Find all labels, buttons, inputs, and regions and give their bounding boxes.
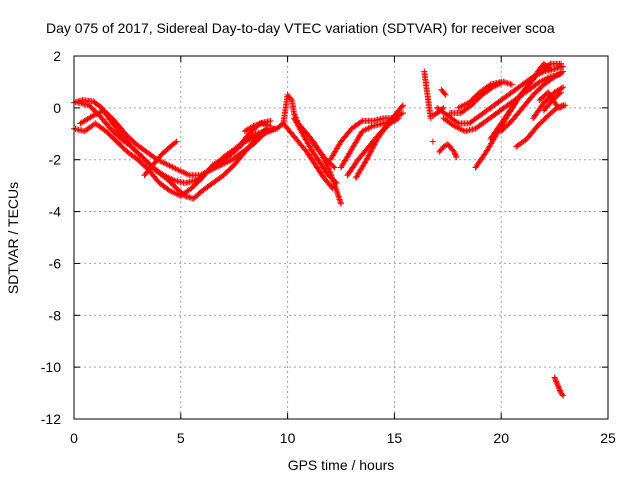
data-point (394, 116, 401, 123)
data-point (556, 90, 563, 97)
data-point (398, 103, 405, 110)
data-point (558, 84, 565, 91)
data-point (291, 110, 298, 117)
data-point (399, 110, 406, 117)
data-point (333, 180, 340, 187)
data-point (338, 200, 344, 207)
data-point (554, 382, 561, 389)
x-tick-label: 20 (493, 430, 509, 446)
data-point (442, 91, 449, 98)
data-point (556, 387, 563, 394)
grid-lines (74, 56, 608, 419)
y-tick-label: -2 (49, 152, 62, 168)
data-point (555, 383, 562, 390)
data-point (508, 81, 515, 88)
data-point (451, 150, 458, 157)
data-point (363, 156, 370, 163)
axis-ticks (73, 55, 609, 420)
data-point (429, 138, 436, 145)
data-point (368, 147, 375, 154)
data-point (328, 183, 335, 190)
data-point (558, 89, 565, 96)
x-axis-label: GPS time / hours (288, 457, 395, 473)
data-point (452, 152, 459, 159)
data-point (267, 117, 274, 124)
data-point (558, 60, 565, 67)
data-point (555, 384, 562, 391)
data-point (441, 90, 448, 97)
x-tick-labels: 0 5 10 15 20 25 (70, 430, 616, 446)
data-point (330, 163, 337, 170)
y-tick-label: -8 (49, 307, 62, 323)
data-point (369, 145, 376, 152)
chart-title: Day 075 of 2017, Sidereal Day-to-day VTE… (46, 20, 555, 36)
data-point (365, 152, 372, 159)
y-tick-label: -10 (41, 359, 61, 375)
data-point (370, 144, 377, 151)
y-tick-label: -6 (49, 255, 62, 271)
data-point (249, 123, 255, 130)
data-point (331, 164, 338, 171)
data-point (486, 82, 493, 89)
data-point (553, 378, 560, 385)
y-axis-label: SDTVAR / TECUs (5, 182, 21, 294)
x-tick-label: 25 (600, 430, 616, 446)
data-points (71, 60, 569, 399)
data-point (560, 68, 567, 75)
data-point (562, 102, 569, 109)
data-point (398, 110, 405, 117)
y-tick-label: -12 (41, 411, 61, 427)
data-point (329, 185, 336, 192)
data-point (287, 95, 294, 102)
plot-frame (73, 55, 609, 420)
data-point (291, 111, 298, 118)
x-tick-label: 10 (280, 430, 296, 446)
x-tick-label: 5 (177, 430, 185, 446)
y-tick-label: -4 (49, 204, 62, 220)
data-point (556, 386, 563, 393)
data-point (367, 148, 374, 155)
y-tick-label: 2 (53, 48, 61, 64)
data-point (554, 380, 561, 387)
y-tick-labels: -12 -10 -8 -6 -4 -2 0 2 (41, 48, 61, 427)
data-point (551, 374, 558, 381)
data-point (367, 149, 374, 156)
data-point (267, 123, 274, 130)
data-point (552, 375, 559, 382)
data-point (395, 115, 402, 122)
data-point (451, 148, 458, 155)
data-point (399, 102, 406, 109)
data-point (560, 84, 567, 91)
data-point (365, 153, 372, 160)
data-point (553, 379, 560, 386)
data-point (172, 139, 179, 146)
data-point (366, 151, 373, 158)
data-point (559, 391, 566, 398)
data-point (498, 78, 505, 85)
y-tick-label: 0 (53, 100, 61, 116)
data-point (173, 138, 180, 145)
data-point (558, 69, 565, 76)
data-point (364, 155, 371, 162)
data-point (552, 377, 559, 384)
data-point (546, 64, 553, 71)
data-point (547, 65, 554, 72)
x-tick-label: 15 (387, 430, 403, 446)
data-point (358, 118, 365, 125)
data-point (452, 151, 459, 158)
data-point (560, 392, 567, 399)
data-point (453, 154, 460, 161)
data-point (332, 178, 339, 185)
data-point (454, 119, 461, 126)
x-tick-label: 0 (70, 430, 78, 446)
